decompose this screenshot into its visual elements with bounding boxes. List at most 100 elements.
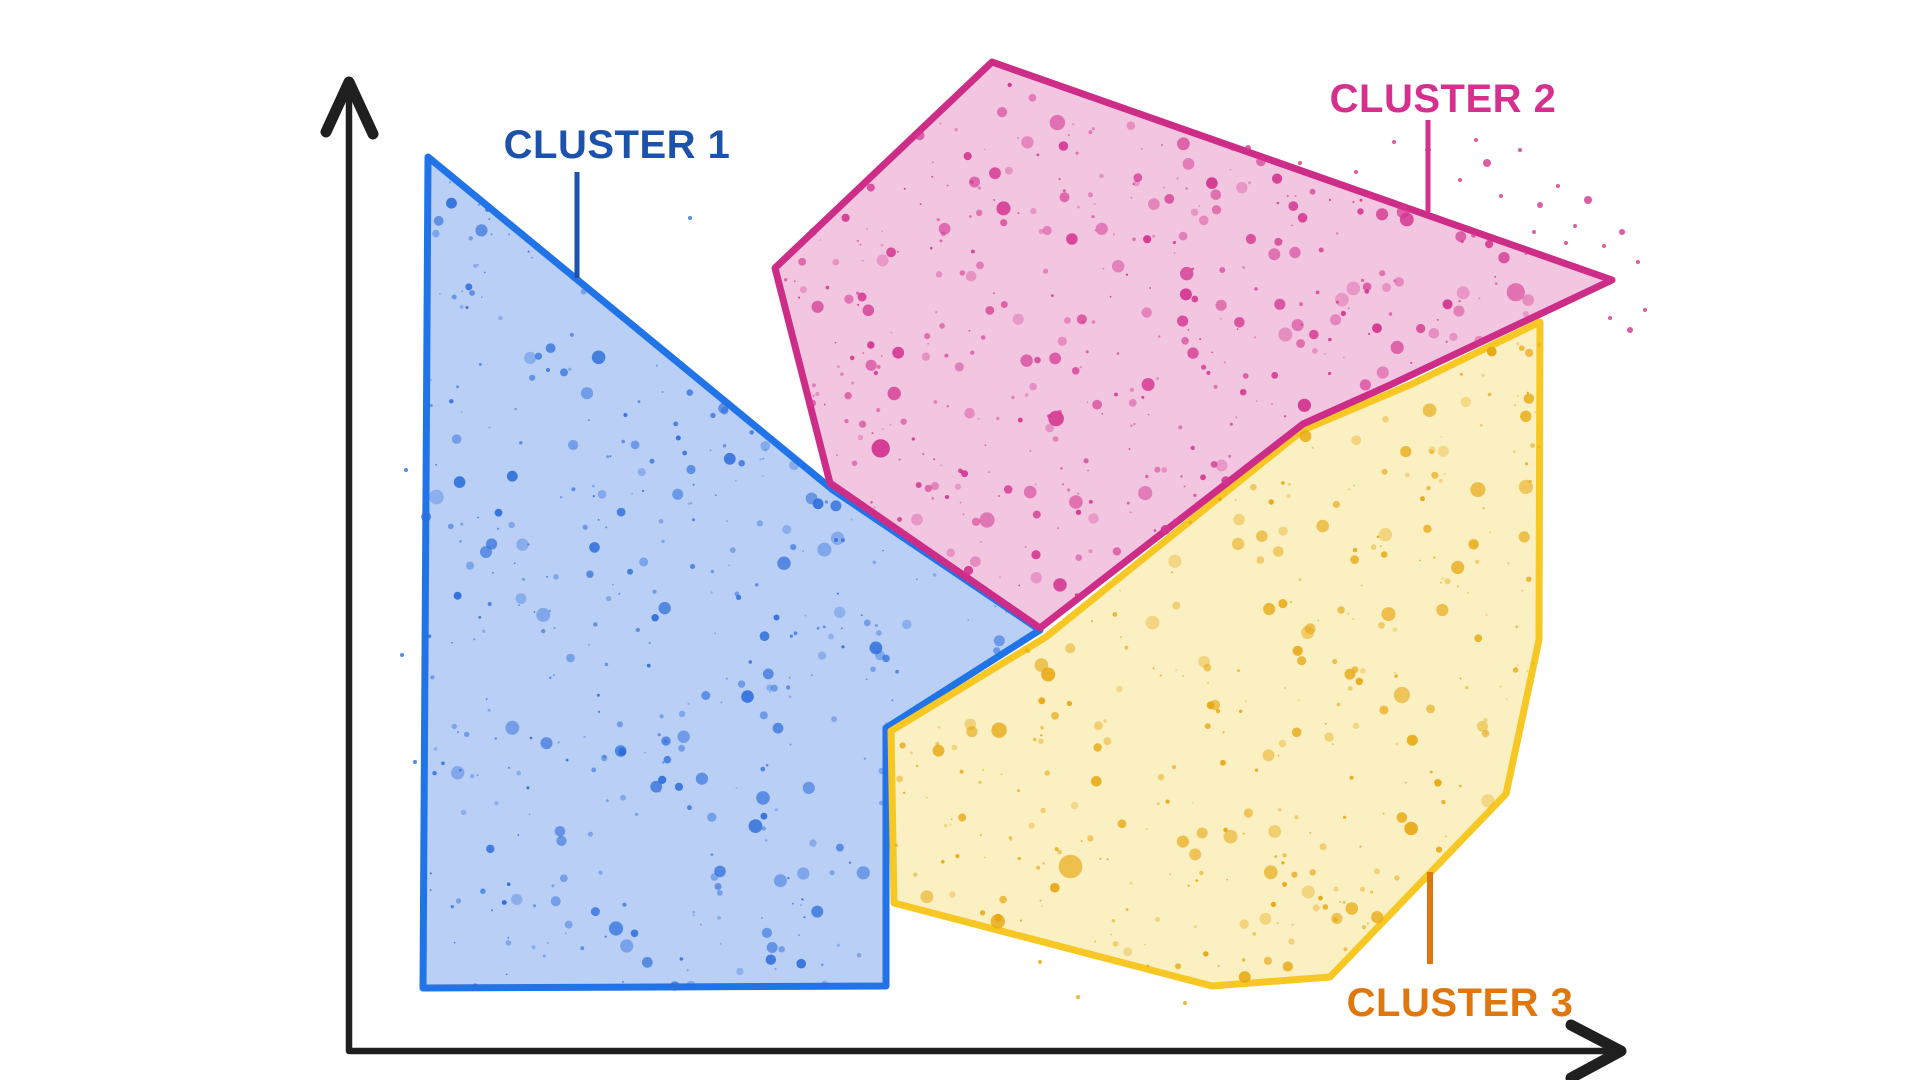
cluster-2-dot [840, 372, 844, 376]
cluster-2-dot [1020, 354, 1033, 367]
cluster-1-dot [714, 883, 722, 890]
cluster-3-dot [1278, 739, 1287, 748]
cluster-2-dot [1335, 292, 1349, 307]
cluster-2-dot [1075, 554, 1082, 561]
cluster-1-dot [598, 870, 603, 875]
cluster-3-dot [949, 823, 952, 826]
cluster-2-dot [1449, 332, 1458, 341]
cluster-1-dot [789, 634, 793, 638]
cluster-2-dot [1088, 192, 1093, 198]
cluster-1-dot [605, 799, 609, 802]
cluster-3-dot [1487, 392, 1492, 397]
cluster-1-polygon[interactable] [419, 153, 1044, 992]
cluster-2-dot [1236, 181, 1248, 194]
cluster-3-dot [1203, 663, 1212, 672]
cluster-2-dot [1023, 485, 1037, 499]
cluster-2-dot [1141, 307, 1152, 318]
cluster-3-dot [1262, 749, 1275, 762]
cluster-1-dot [465, 561, 475, 570]
cluster-1-dot [602, 754, 607, 759]
cluster-2-dot [1004, 166, 1013, 175]
cluster-3-dot [1099, 857, 1102, 860]
cluster-2-dot [1149, 287, 1152, 289]
cluster-1-dot [661, 736, 671, 746]
cluster-1-dot [885, 722, 887, 724]
cluster-3-dot [1393, 686, 1410, 704]
cluster-2-dot [1087, 469, 1089, 472]
cluster-2-dot [1245, 233, 1256, 245]
cluster-1-dot [433, 747, 438, 751]
cluster-3-dot [1041, 905, 1044, 907]
cluster-1-dot [737, 680, 746, 688]
cluster-2-dot [929, 246, 933, 250]
cluster-1-dot [762, 668, 774, 680]
cluster-2-dot [1278, 327, 1293, 342]
cluster-2-dot [939, 122, 942, 125]
cluster-1-dot [519, 441, 523, 445]
cluster-3-dot [1222, 731, 1225, 734]
cluster-2-dot [1309, 329, 1319, 340]
cluster-2-dot [1309, 188, 1316, 195]
cluster-2-dot [1182, 158, 1195, 170]
cluster-1-dot [820, 963, 824, 967]
cluster-2-dot [1187, 347, 1199, 359]
cluster-1-dot [802, 781, 815, 795]
cluster-3-dot [1237, 669, 1240, 673]
cluster-1-dot [835, 843, 844, 852]
cluster-1-dot [451, 434, 462, 444]
cluster-2-dot [1048, 410, 1064, 427]
cluster-1-dot [508, 233, 511, 236]
cluster-2-dot [882, 428, 884, 430]
cluster-3-dot [1093, 743, 1102, 752]
cluster-3-dot [1396, 812, 1408, 823]
cluster-3-polygon[interactable] [887, 318, 1544, 990]
cluster-1-dot [796, 958, 806, 969]
cluster-2-dot [1185, 187, 1188, 190]
cluster-3-dot [1040, 807, 1046, 814]
cluster-3-dot [1520, 410, 1532, 422]
cluster-3-dot [1521, 589, 1524, 592]
cluster-2-dot [1064, 317, 1071, 324]
cluster-1-dot [622, 902, 627, 907]
cluster-1-dot [772, 722, 784, 734]
cluster-3-dot [1276, 922, 1279, 925]
cluster-3-dot [1360, 584, 1363, 587]
cluster-3-dot [1231, 537, 1245, 551]
cluster-3-dot [1512, 667, 1519, 673]
cluster-2-dot [857, 303, 860, 306]
cluster-2-dot [935, 271, 943, 278]
cluster-2-dot [1129, 511, 1132, 514]
cluster-3-dot [1312, 904, 1320, 912]
cluster-3-dot [1516, 342, 1520, 346]
cluster-2-stray-dot [1584, 196, 1592, 204]
cluster-3-dot [1468, 539, 1479, 550]
cluster-3-stray-dot [1183, 1001, 1187, 1005]
cluster-3-dot [1474, 634, 1483, 643]
cluster-2-polygon[interactable] [771, 58, 1616, 632]
cluster-1-dot [878, 800, 884, 806]
cluster-2-dot [1088, 513, 1099, 524]
cluster-2-dot [1109, 295, 1112, 298]
cluster-1-dot [485, 698, 488, 700]
cluster-3-dot [1117, 819, 1127, 829]
cluster-1-dot [459, 769, 462, 772]
cluster-3-dot [1263, 865, 1278, 880]
cluster-2-dot [954, 483, 962, 490]
cluster-3-dot [1218, 497, 1222, 502]
cluster-3-dot [1304, 623, 1316, 635]
cluster-2-dot [1229, 168, 1232, 171]
cluster-1-dot [605, 526, 608, 529]
cluster-1-dot [736, 967, 744, 976]
cluster-1-dot [661, 391, 664, 393]
cluster-1-dot [560, 368, 568, 377]
cluster-1-dot [790, 544, 797, 551]
cluster-1-dot [433, 215, 444, 226]
cluster-1-dot [689, 501, 693, 505]
cluster-2-dot [1017, 212, 1020, 215]
cluster-3-dot [1157, 773, 1165, 781]
cluster-2-dot [1394, 277, 1404, 287]
cluster-3-dot [1466, 591, 1470, 595]
cluster-1-dot [686, 464, 696, 475]
cluster-2-dot [1173, 518, 1179, 525]
cluster-1-dot [448, 180, 452, 184]
